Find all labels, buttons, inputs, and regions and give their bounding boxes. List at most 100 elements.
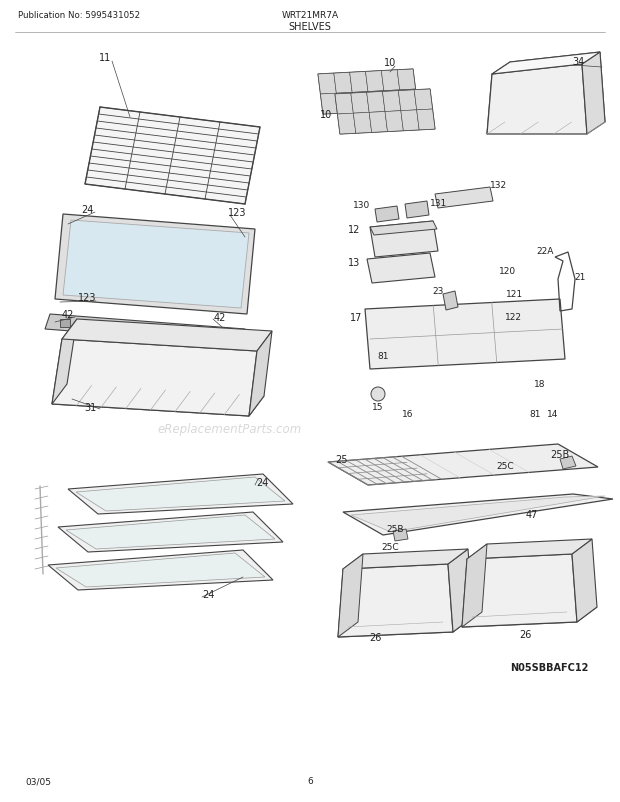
- Text: WRT21MR7A: WRT21MR7A: [281, 11, 339, 21]
- Polygon shape: [462, 545, 487, 627]
- Text: 18: 18: [534, 380, 546, 389]
- Polygon shape: [398, 91, 417, 111]
- Polygon shape: [352, 92, 371, 113]
- Text: 24: 24: [81, 205, 93, 215]
- Polygon shape: [560, 456, 576, 469]
- Text: 11: 11: [99, 53, 111, 63]
- Polygon shape: [328, 444, 598, 485]
- Text: 17: 17: [350, 313, 362, 322]
- Polygon shape: [369, 112, 388, 133]
- Polygon shape: [462, 554, 577, 627]
- Polygon shape: [417, 110, 435, 131]
- Polygon shape: [435, 188, 493, 209]
- Polygon shape: [68, 475, 293, 514]
- Text: 14: 14: [547, 410, 559, 419]
- Polygon shape: [337, 114, 356, 135]
- Polygon shape: [66, 516, 275, 549]
- Polygon shape: [414, 90, 433, 111]
- Polygon shape: [318, 74, 336, 95]
- Text: 6: 6: [307, 776, 313, 785]
- Text: 23: 23: [432, 287, 444, 296]
- Polygon shape: [393, 529, 408, 541]
- Polygon shape: [338, 554, 363, 638]
- Text: 21: 21: [574, 273, 586, 282]
- Polygon shape: [367, 253, 435, 284]
- Polygon shape: [338, 565, 453, 638]
- Polygon shape: [443, 292, 458, 310]
- Polygon shape: [365, 300, 565, 370]
- Polygon shape: [384, 91, 402, 111]
- Polygon shape: [370, 221, 437, 236]
- Text: 132: 132: [490, 180, 507, 189]
- Text: 42: 42: [214, 313, 226, 322]
- Text: Publication No: 5995431052: Publication No: 5995431052: [18, 11, 140, 21]
- Polygon shape: [370, 221, 438, 257]
- Text: 120: 120: [500, 267, 516, 276]
- Polygon shape: [400, 90, 418, 111]
- Text: 22A: 22A: [536, 247, 554, 256]
- Polygon shape: [405, 202, 429, 219]
- Text: 15: 15: [372, 403, 384, 412]
- Polygon shape: [383, 91, 401, 112]
- Text: 31: 31: [84, 403, 96, 412]
- Polygon shape: [492, 53, 600, 75]
- Text: 25C: 25C: [381, 543, 399, 552]
- Polygon shape: [366, 71, 384, 92]
- Text: 24: 24: [202, 589, 214, 599]
- Polygon shape: [338, 618, 473, 638]
- Text: 25C: 25C: [496, 462, 514, 471]
- Polygon shape: [48, 550, 273, 590]
- Polygon shape: [85, 107, 260, 205]
- Polygon shape: [368, 91, 386, 112]
- Polygon shape: [487, 63, 510, 135]
- Polygon shape: [397, 70, 415, 91]
- Polygon shape: [343, 494, 613, 535]
- Text: 81: 81: [377, 352, 389, 361]
- Polygon shape: [572, 539, 597, 622]
- Polygon shape: [56, 553, 265, 587]
- Polygon shape: [343, 549, 468, 569]
- Polygon shape: [375, 207, 399, 223]
- Polygon shape: [381, 71, 400, 91]
- Text: 25B: 25B: [551, 449, 570, 460]
- Polygon shape: [467, 539, 592, 559]
- Polygon shape: [335, 90, 435, 135]
- Text: 10: 10: [384, 58, 396, 68]
- Polygon shape: [58, 512, 283, 553]
- Text: 123: 123: [228, 208, 246, 217]
- Text: 123: 123: [78, 293, 96, 302]
- Polygon shape: [505, 53, 605, 123]
- Polygon shape: [335, 94, 353, 115]
- Text: 25B: 25B: [386, 525, 404, 534]
- Text: 25: 25: [335, 455, 347, 464]
- Polygon shape: [448, 549, 473, 632]
- Polygon shape: [353, 113, 371, 134]
- Polygon shape: [350, 72, 368, 93]
- Polygon shape: [487, 65, 587, 135]
- Text: SHELVES: SHELVES: [288, 22, 332, 32]
- Polygon shape: [351, 496, 605, 533]
- Polygon shape: [52, 320, 77, 404]
- Polygon shape: [351, 93, 369, 114]
- Text: N05SBBAFC12: N05SBBAFC12: [510, 662, 588, 672]
- Polygon shape: [45, 314, 245, 345]
- Polygon shape: [366, 92, 385, 113]
- Polygon shape: [385, 111, 404, 132]
- Polygon shape: [76, 477, 285, 512]
- Text: 131: 131: [430, 199, 447, 209]
- Polygon shape: [60, 320, 70, 327]
- Text: eReplacementParts.com: eReplacementParts.com: [158, 423, 302, 436]
- Polygon shape: [55, 215, 255, 314]
- Polygon shape: [582, 53, 605, 135]
- Polygon shape: [249, 331, 272, 416]
- Polygon shape: [52, 384, 264, 416]
- Polygon shape: [62, 320, 272, 351]
- Text: 16: 16: [402, 410, 414, 419]
- Polygon shape: [52, 339, 257, 416]
- Text: 03/05: 03/05: [25, 776, 51, 785]
- Polygon shape: [462, 607, 597, 627]
- Text: 10: 10: [320, 110, 332, 119]
- Text: 47: 47: [526, 509, 538, 520]
- Text: 130: 130: [353, 200, 370, 209]
- Polygon shape: [220, 333, 230, 341]
